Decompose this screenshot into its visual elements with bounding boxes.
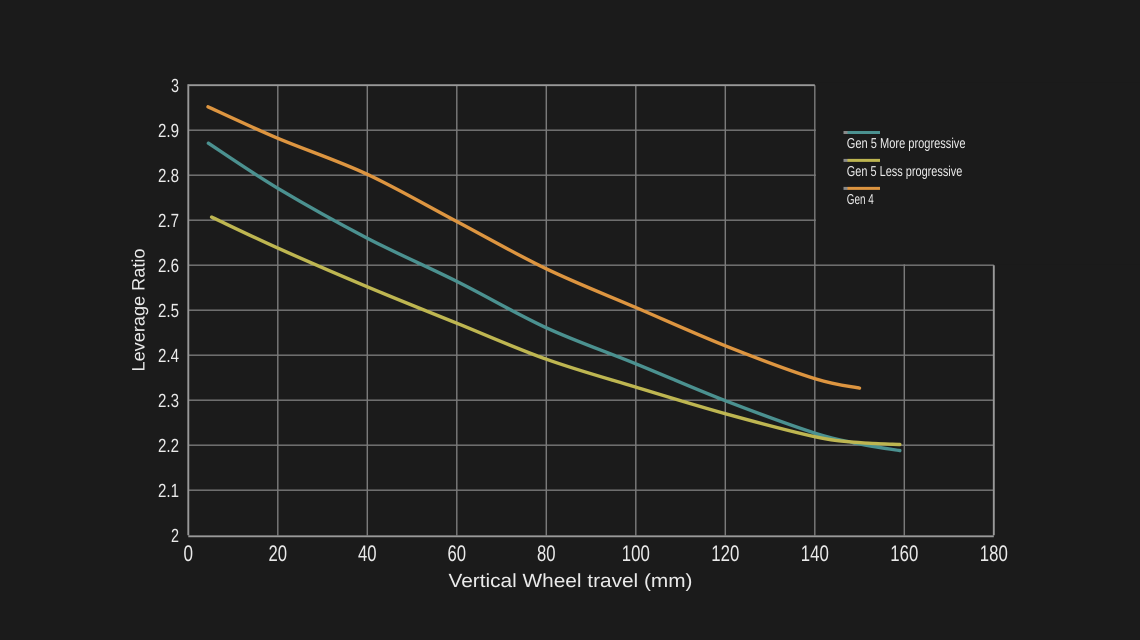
svg-text:2.3: 2.3 — [158, 391, 179, 412]
svg-text:2.6: 2.6 — [158, 256, 179, 277]
svg-text:2.1: 2.1 — [158, 481, 179, 502]
svg-text:0: 0 — [184, 541, 194, 566]
svg-text:Gen 4: Gen 4 — [847, 192, 874, 208]
svg-text:100: 100 — [622, 541, 650, 566]
svg-text:2.2: 2.2 — [158, 436, 179, 457]
svg-text:2.9: 2.9 — [158, 121, 179, 142]
svg-text:2.8: 2.8 — [158, 166, 179, 187]
svg-text:120: 120 — [711, 541, 739, 566]
svg-text:Gen 5 More progressive: Gen 5 More progressive — [847, 136, 966, 152]
svg-text:180: 180 — [980, 541, 1008, 566]
svg-text:2: 2 — [171, 526, 179, 547]
svg-text:60: 60 — [448, 541, 467, 566]
svg-text:2.4: 2.4 — [158, 346, 179, 367]
svg-text:3: 3 — [171, 76, 179, 97]
svg-text:20: 20 — [269, 541, 288, 566]
svg-text:Leverage Ratio: Leverage Ratio — [128, 248, 148, 371]
svg-text:2.5: 2.5 — [158, 301, 179, 322]
svg-text:80: 80 — [537, 541, 556, 566]
svg-text:Gen 5 Less progressive: Gen 5 Less progressive — [847, 164, 963, 180]
svg-text:160: 160 — [890, 541, 918, 566]
svg-text:Vertical Wheel travel (mm): Vertical Wheel travel (mm) — [449, 571, 693, 592]
svg-text:140: 140 — [801, 541, 829, 566]
svg-text:40: 40 — [358, 541, 377, 566]
svg-text:2.7: 2.7 — [158, 211, 179, 232]
